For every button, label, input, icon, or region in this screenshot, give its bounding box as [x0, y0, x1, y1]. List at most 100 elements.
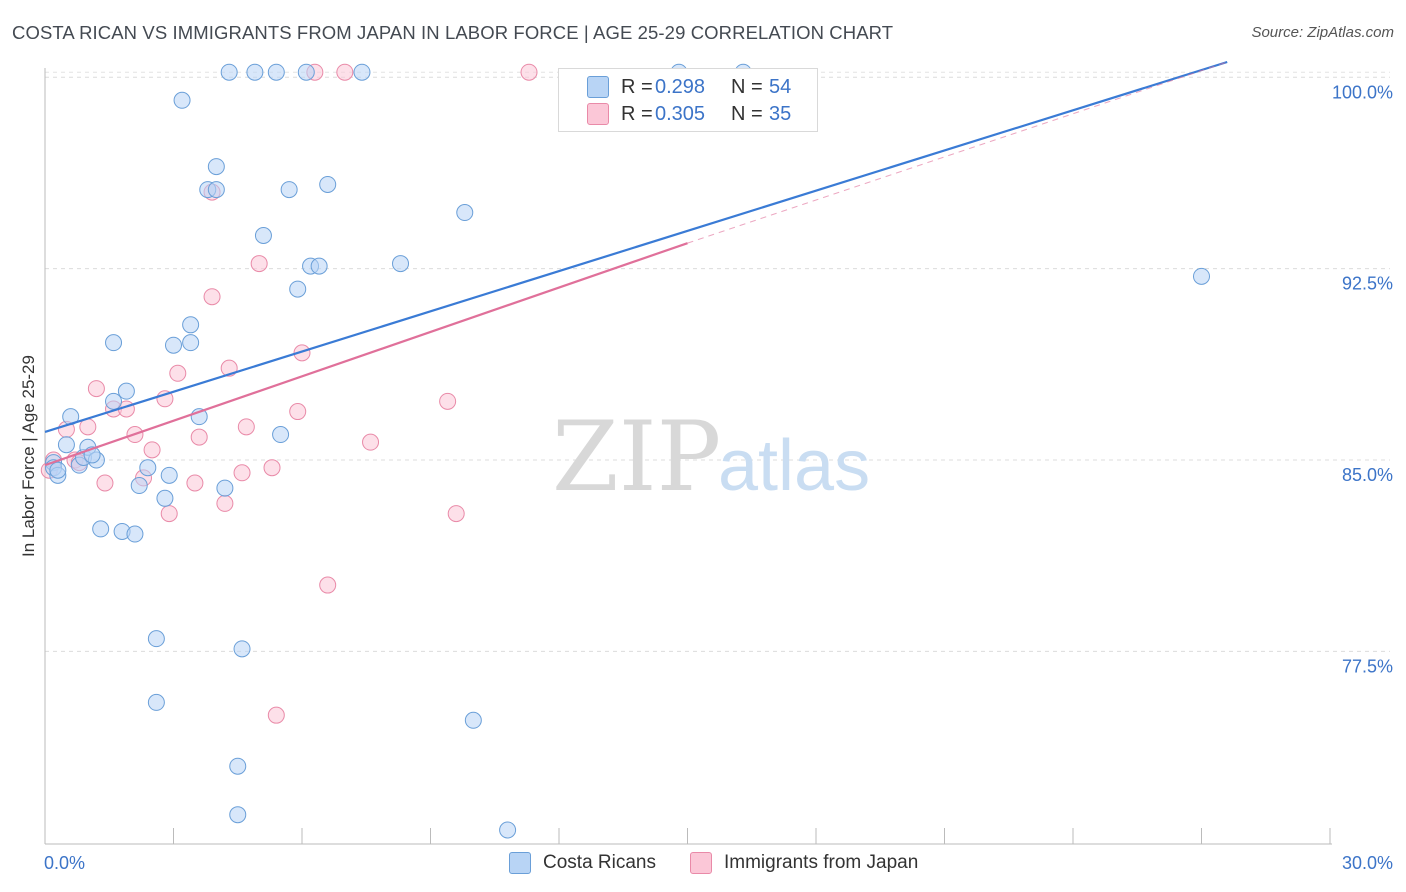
legend-label: Costa Ricans — [543, 852, 656, 873]
legend-row-costa-ricans: R = 0.298 N = 54 — [587, 74, 791, 100]
y-tick-label: 77.5% — [1342, 656, 1393, 676]
costa-rican-point — [147, 630, 165, 648]
costa-rican-point — [353, 63, 371, 81]
legend-swatch-blue — [587, 76, 609, 98]
grid-lines — [45, 71, 1390, 652]
costa-rican-point — [233, 640, 251, 658]
costa-rican-point — [280, 181, 298, 199]
r-key: R = — [621, 75, 653, 98]
japan-point — [160, 505, 178, 523]
japan-point — [267, 706, 285, 724]
costa-rican-point — [392, 255, 410, 273]
costa-rican-point — [272, 426, 290, 444]
japan-point — [520, 63, 538, 81]
legend-swatch-blue — [509, 852, 531, 874]
n-value: 35 — [769, 102, 792, 125]
costa-rican-point — [310, 257, 328, 275]
x-tick-label: 30.0% — [1342, 853, 1393, 873]
costa-rican-point — [464, 711, 482, 729]
costa-rican-point — [105, 334, 123, 352]
costa-rican-point — [130, 477, 148, 495]
japan-point — [237, 418, 255, 436]
watermark-zip: ZIP — [552, 401, 721, 513]
legend-swatch-pink — [690, 852, 712, 874]
costa-rican-point — [297, 63, 315, 81]
tick-labels: 77.5% 85.0% 92.5% 100.0% 0.0% 30.0% — [44, 82, 1393, 873]
japan-point — [233, 464, 251, 482]
n-key: N = — [731, 75, 763, 98]
japan-point — [190, 428, 208, 446]
costa-rican-point — [319, 175, 337, 193]
japan-point — [143, 441, 161, 459]
costa-rican-point — [216, 479, 234, 497]
japan-trend-line — [44, 242, 688, 467]
trend-lines — [44, 60, 1228, 467]
stats-legend: R = 0.298 N = 54 R = 0.305 N = 35 — [558, 68, 818, 132]
japan-point — [263, 459, 281, 477]
costa-rican-point — [456, 204, 474, 222]
japan-trend-extension — [687, 61, 1228, 244]
japan-point — [336, 63, 354, 81]
y-tick-label: 85.0% — [1342, 465, 1393, 485]
costa-rican-point — [229, 806, 247, 824]
costa-rican-point — [182, 334, 200, 352]
costa-rican-point — [156, 489, 174, 507]
japan-point — [87, 380, 105, 398]
axes — [44, 68, 1332, 845]
r-value: 0.298 — [655, 75, 706, 98]
legend-item-japan[interactable]: Immigrants from Japan — [690, 852, 918, 874]
japan-point — [169, 364, 187, 382]
costa-rican-point — [173, 91, 191, 109]
costa-rican-point — [246, 63, 264, 81]
watermark-atlas: atlas — [718, 426, 870, 506]
costa-rican-point — [182, 316, 200, 334]
r-key: R = — [621, 102, 653, 125]
costa-rican-point — [92, 520, 110, 538]
japan-point — [203, 288, 221, 306]
n-value: 54 — [769, 75, 792, 98]
costa-rican-point — [254, 227, 272, 245]
legend-swatch-pink — [587, 103, 609, 125]
japan-point — [319, 576, 337, 594]
series-legend: Costa Ricans Immigrants from Japan — [0, 852, 1406, 876]
y-tick-label: 100.0% — [1332, 82, 1393, 102]
costa-rican-point — [289, 280, 307, 298]
japan-point — [447, 505, 465, 523]
japan-point — [216, 494, 234, 512]
costa-rican-point — [49, 461, 67, 479]
costa-rican-point — [267, 63, 285, 81]
chart-title: COSTA RICAN VS IMMIGRANTS FROM JAPAN IN … — [12, 22, 894, 43]
y-tick-label: 92.5% — [1342, 274, 1393, 294]
costa-rican-point — [165, 336, 182, 354]
costa-rican-point — [105, 392, 123, 410]
watermark: ZIP atlas — [552, 401, 870, 513]
legend-label: Immigrants from Japan — [724, 852, 919, 873]
y-axis-label: In Labor Force | Age 25-29 — [19, 355, 38, 557]
costa-rican-point — [229, 757, 247, 775]
legend-item-costa-ricans[interactable]: Costa Ricans — [509, 852, 656, 874]
japan-point — [186, 474, 204, 492]
costa-rican-trend-line — [44, 60, 1228, 434]
costa-rican-point — [139, 459, 157, 477]
japan-point — [96, 474, 114, 492]
costa-rican-point — [220, 63, 238, 81]
japan-point — [289, 403, 307, 421]
japan-point — [362, 433, 380, 451]
costa-rican-point — [1193, 267, 1210, 285]
costa-rican-point — [57, 436, 75, 454]
costa-rican-point — [147, 693, 165, 711]
costa-rican-point — [160, 466, 178, 484]
japan-point — [293, 344, 311, 362]
japan-point — [439, 392, 457, 410]
n-key: N = — [731, 102, 763, 125]
source-label: Source: ZipAtlas.com — [1251, 24, 1394, 41]
costa-rican-point — [117, 382, 135, 400]
legend-row-japan: R = 0.305 N = 35 — [587, 101, 791, 127]
costa-rican-point — [499, 821, 517, 839]
japan-point — [250, 255, 268, 273]
r-value: 0.305 — [655, 102, 706, 125]
x-tick-label: 0.0% — [44, 853, 85, 873]
costa-rican-point — [207, 158, 225, 176]
costa-rican-point — [126, 525, 144, 543]
